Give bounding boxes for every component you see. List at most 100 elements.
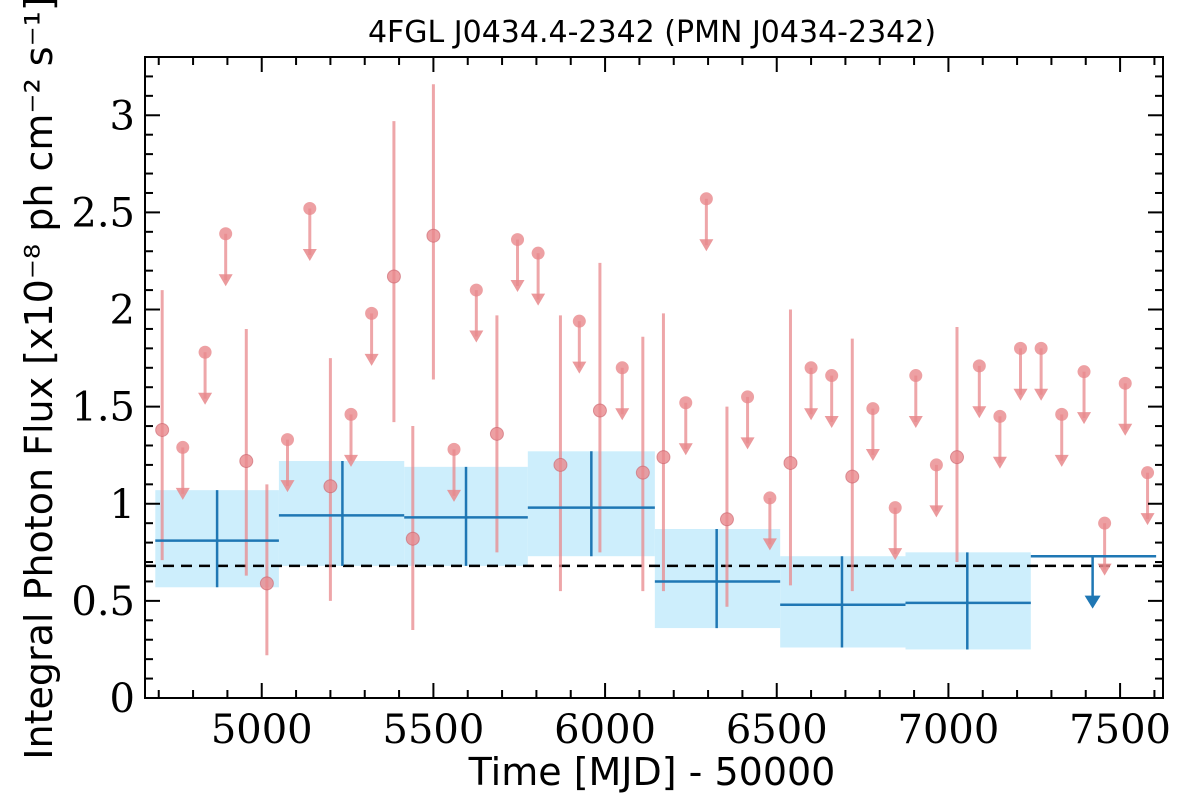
- upper-limit-point: [531, 246, 545, 260]
- upper-limit-arrow-head: [572, 361, 587, 374]
- plot-frame: [144, 56, 1164, 699]
- upper-limit-arrow-head: [1034, 388, 1049, 401]
- upper-limit-point: [344, 407, 358, 421]
- short-bin-point: [489, 426, 504, 441]
- upper-limit-point: [763, 491, 777, 505]
- upper-limit-point: [679, 396, 693, 410]
- upper-limit-arrow-head: [972, 406, 987, 419]
- upper-limit-point: [993, 409, 1007, 423]
- upper-limit-point: [572, 314, 586, 328]
- x-tick-label: 5500: [383, 707, 485, 753]
- upper-limit-arrow-head: [740, 437, 755, 450]
- upper-limit-point: [615, 361, 629, 375]
- upper-limit-arrow-head: [175, 487, 190, 500]
- upper-limit-point: [198, 345, 212, 359]
- short-bin-point: [426, 228, 441, 243]
- upper-limit-point: [365, 306, 379, 320]
- upper-limit-arrow-head: [302, 248, 317, 261]
- upper-limit-arrow-head: [678, 443, 693, 456]
- y-tick-label: 0: [110, 676, 135, 722]
- upper-limit-arrow-head: [824, 416, 839, 429]
- upper-limit-point: [1118, 376, 1132, 390]
- short-bin-point: [949, 450, 964, 465]
- y-axis-ticks: 0 0.5 1 1.5 2 2.5 3: [71, 75, 1163, 722]
- short-bin-point: [635, 465, 650, 480]
- x-tick-label: 6500: [726, 707, 828, 753]
- upper-limit-arrow-head: [699, 239, 714, 252]
- upper-limit-point: [825, 369, 839, 383]
- short-bin-point: [405, 531, 420, 546]
- upper-limit-arrow-head: [218, 274, 233, 287]
- upper-limit-arrow-head: [364, 353, 379, 366]
- upper-limit-point: [1077, 365, 1091, 379]
- upper-limit-arrow-head: [1097, 563, 1112, 576]
- upper-limit-arrow-head: [762, 538, 777, 551]
- upper-limit-arrow-head: [615, 408, 630, 421]
- short-bin-point: [155, 422, 170, 437]
- upper-limit-point: [699, 192, 713, 206]
- x-tick-label: 7500: [1069, 707, 1171, 753]
- upper-limit-point: [741, 390, 755, 404]
- upper-limit-arrow-head: [531, 293, 546, 306]
- short-bin-point: [323, 479, 338, 494]
- axes-frame: [144, 56, 1164, 699]
- y-tick-label: 2: [110, 288, 135, 334]
- short-bin-point: [592, 403, 607, 418]
- upper-limit-arrow-head: [888, 548, 903, 561]
- upper-limit-point: [866, 402, 880, 416]
- upper-limit-point: [1055, 407, 1069, 421]
- x-tick-label: 7000: [898, 707, 1000, 753]
- upper-limit-arrow-head: [992, 456, 1007, 469]
- y-tick-label: 3: [110, 93, 135, 139]
- upper-limit-point: [888, 501, 902, 515]
- upper-limit-arrow-head: [929, 505, 944, 518]
- upper-limit-arrow-head: [865, 449, 880, 462]
- long-bin-upper-limit-head: [1084, 595, 1101, 609]
- upper-limit-point: [511, 233, 525, 247]
- upper-limit-point: [1098, 516, 1112, 530]
- upper-limit-arrow-head: [280, 480, 295, 493]
- upper-limit-point: [303, 202, 317, 216]
- y-axis-label: Integral Photon Flux [x10⁻⁸ ph cm⁻² s⁻¹]: [17, 0, 61, 760]
- upper-limit-arrow-head: [804, 408, 819, 421]
- upper-limit-arrow-head: [1140, 513, 1155, 526]
- x-tick-label: 5000: [211, 707, 313, 753]
- short-bin-points: [155, 84, 1155, 656]
- long-bin-points: [155, 451, 1157, 650]
- x-tick-label: 6000: [554, 707, 656, 753]
- short-bin-point: [259, 576, 274, 591]
- y-tick-label: 1.5: [71, 385, 135, 431]
- short-bin-point: [656, 450, 671, 465]
- upper-limit-arrow-head: [908, 416, 923, 429]
- upper-limit-point: [804, 361, 818, 375]
- upper-limit-arrow-head: [198, 392, 213, 405]
- upper-limit-arrow-head: [469, 330, 484, 343]
- upper-limit-point: [447, 442, 461, 456]
- upper-limit-arrow-head: [1118, 423, 1133, 436]
- x-axis-label: Time [MJD] - 50000: [468, 750, 836, 794]
- upper-limit-point: [1034, 341, 1048, 355]
- y-tick-label: 2.5: [71, 190, 135, 236]
- upper-limit-point: [219, 227, 233, 241]
- chart-title: 4FGL J0434.4-2342 (PMN J0434-2342): [368, 15, 936, 50]
- upper-limit-point: [909, 369, 923, 383]
- x-axis-ticks: 5000 5500 6000 6500 7000 7500: [157, 57, 1171, 753]
- upper-limit-point: [280, 433, 294, 447]
- y-tick-label: 1: [110, 482, 135, 528]
- upper-limit-point: [469, 283, 483, 297]
- short-bin-point: [239, 454, 254, 469]
- short-bin-point: [386, 269, 401, 284]
- short-bin-point: [553, 457, 568, 472]
- upper-limit-arrow-head: [344, 454, 359, 467]
- short-bin-point: [845, 469, 860, 484]
- upper-limit-arrow-head: [510, 280, 525, 293]
- upper-limit-point: [1014, 341, 1028, 355]
- upper-limit-arrow-head: [1054, 454, 1069, 467]
- upper-limit-point: [972, 359, 986, 373]
- upper-limit-arrow-head: [1077, 412, 1092, 425]
- upper-limit-point: [929, 458, 943, 472]
- upper-limit-arrow-head: [1013, 388, 1028, 401]
- short-bin-point: [783, 455, 798, 470]
- upper-limit-arrow-head: [447, 489, 462, 502]
